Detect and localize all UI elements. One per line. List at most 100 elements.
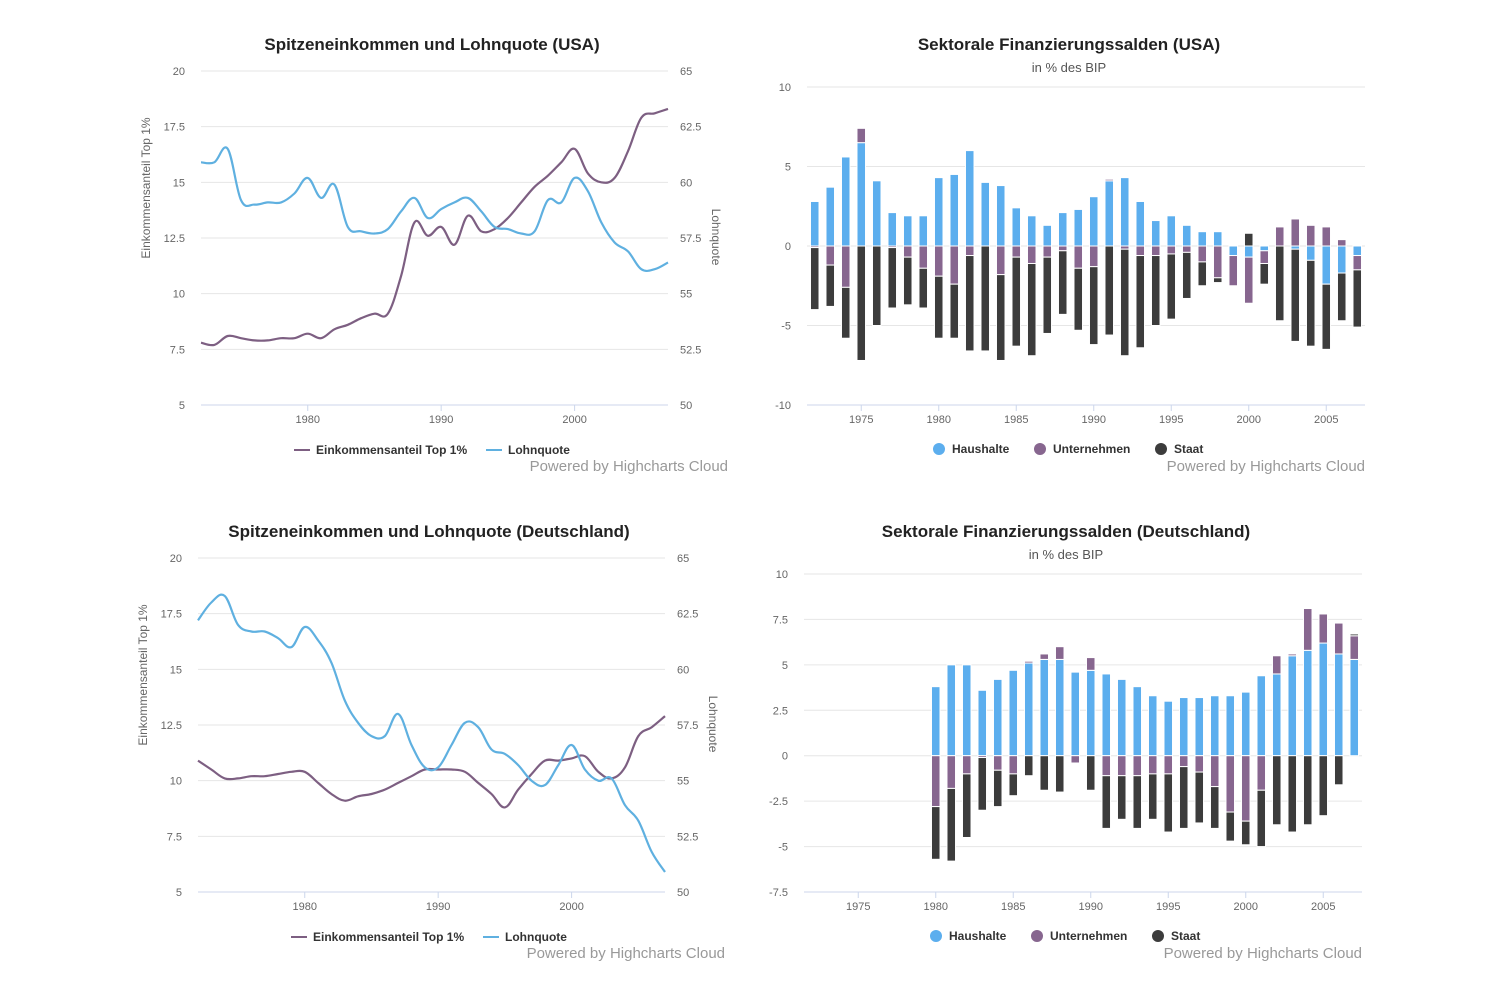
bar-segment-staat[interactable] [992,769,1003,808]
bar-segment-staat[interactable] [1026,262,1037,357]
data-point-top1[interactable] [567,753,577,763]
data-point-lohnquote[interactable] [423,213,433,223]
bar-segment-staat[interactable] [1104,245,1115,336]
data-point-lohnquote[interactable] [300,622,310,632]
legend-item-top1[interactable]: Einkommensanteil Top 1% [294,443,467,457]
data-point-lohnquote[interactable] [490,222,500,232]
data-point-lohnquote[interactable] [209,157,219,167]
bar-segment-unternehmen[interactable] [1008,755,1019,775]
bar-segment-staat[interactable] [809,247,820,311]
bar-segment-staat[interactable] [1011,256,1022,347]
data-point-lohnquote[interactable] [436,204,446,214]
data-point-lohnquote[interactable] [340,696,350,706]
bar-segment-unternehmen[interactable] [1352,255,1363,271]
data-point-top1[interactable] [580,751,590,761]
bar-segment-staat[interactable] [1271,755,1282,826]
bar-segment-haushalte[interactable] [946,664,957,757]
bar-segment-staat[interactable] [930,806,941,860]
bar-segment-haushalte[interactable] [1042,224,1053,247]
legend-item-top1[interactable]: Einkommensanteil Top 1% [291,930,464,944]
bar-segment-unternehmen[interactable] [1333,622,1344,655]
bar-segment-haushalte[interactable] [1070,671,1081,757]
data-point-top1[interactable] [450,240,460,250]
bar-segment-haushalte[interactable] [1228,245,1239,257]
bar-segment-staat[interactable] [1119,248,1130,357]
data-point-top1[interactable] [286,767,296,777]
bar-segment-haushalte[interactable] [1212,231,1223,247]
bar-segment-unternehmen[interactable] [1197,245,1208,263]
data-point-top1[interactable] [540,756,550,766]
data-point-lohnquote[interactable] [530,226,540,236]
data-point-top1[interactable] [383,309,393,319]
bar-segment-unternehmen[interactable] [1225,755,1236,813]
legend-item-unternehmen[interactable]: Unternehmen [1031,929,1127,943]
data-point-top1[interactable] [473,778,483,788]
bar-segment-unternehmen[interactable] [1302,608,1313,651]
bar-segment-haushalte[interactable] [1039,658,1050,757]
data-point-lohnquote[interactable] [409,193,419,203]
data-point-top1[interactable] [636,113,646,123]
data-point-top1[interactable] [340,796,350,806]
data-point-top1[interactable] [220,773,230,783]
data-point-top1[interactable] [289,333,299,343]
bar-segment-staat[interactable] [964,255,975,352]
bar-segment-unternehmen[interactable] [1318,613,1329,644]
data-point-lohnquote[interactable] [343,222,353,232]
data-point-top1[interactable] [260,771,270,781]
data-point-top1[interactable] [447,765,457,775]
bar-segment-staat[interactable] [933,275,944,339]
bar-segment-haushalte[interactable] [1088,196,1099,247]
data-point-top1[interactable] [246,771,256,781]
data-point-top1[interactable] [223,331,233,341]
bar-segment-staat[interactable] [1321,283,1332,350]
bar-segment-unternehmen[interactable] [1349,635,1360,660]
data-point-top1[interactable] [303,329,313,339]
bar-segment-staat[interactable] [1336,272,1347,322]
bar-segment-staat[interactable] [1318,755,1329,817]
data-point-top1[interactable] [647,722,657,732]
legend-item-staat[interactable]: Staat [1155,442,1203,456]
bar-segment-unternehmen[interactable] [1147,755,1158,775]
data-point-top1[interactable] [516,197,526,207]
bar-segment-haushalte[interactable] [995,185,1006,247]
data-point-lohnquote[interactable] [463,193,473,203]
bar-segment-unternehmen[interactable] [1178,755,1189,768]
bar-segment-unternehmen[interactable] [1194,755,1205,773]
bar-segment-staat[interactable] [1023,755,1034,777]
bar-segment-staat[interactable] [887,247,898,309]
bar-segment-staat[interactable] [1256,789,1267,848]
data-point-lohnquote[interactable] [516,229,526,239]
bar-segment-staat[interactable] [1290,248,1301,342]
bar-segment-unternehmen[interactable] [1163,755,1174,775]
bar-segment-unternehmen[interactable] [1321,226,1332,247]
bar-segment-staat[interactable] [1259,262,1270,285]
bar-segment-unternehmen[interactable] [1070,755,1081,764]
bar-segment-unternehmen[interactable] [961,755,972,775]
bar-segment-haushalte[interactable] [840,156,851,247]
data-point-top1[interactable] [593,767,603,777]
bar-segment-haushalte[interactable] [1101,673,1112,757]
data-point-lohnquote[interactable] [567,740,577,750]
bar-segment-staat[interactable] [980,245,991,352]
data-point-lohnquote[interactable] [366,731,376,741]
bar-segment-staat[interactable] [946,787,957,862]
bar-segment-haushalte[interactable] [871,180,882,247]
bar-segment-haushalte[interactable] [1287,655,1298,757]
bar-segment-staat[interactable] [1135,255,1146,349]
bar-segment-haushalte[interactable] [1011,207,1022,247]
data-point-lohnquote[interactable] [633,816,643,826]
bar-segment-unternehmen[interactable] [930,755,941,808]
data-point-top1[interactable] [500,802,510,812]
bar-segment-unternehmen[interactable] [918,245,929,269]
data-point-lohnquote[interactable] [383,224,393,234]
series-line-top1[interactable] [200,107,669,347]
data-point-top1[interactable] [313,778,323,788]
data-point-lohnquote[interactable] [447,740,457,750]
bar-segment-staat[interactable] [1349,633,1360,637]
data-point-top1[interactable] [513,785,523,795]
bar-segment-haushalte[interactable] [1318,642,1329,757]
bar-segment-staat[interactable] [1008,773,1019,797]
bar-segment-staat[interactable] [1116,775,1127,820]
data-point-lohnquote[interactable] [460,718,470,728]
bar-segment-staat[interactable] [1073,267,1084,331]
